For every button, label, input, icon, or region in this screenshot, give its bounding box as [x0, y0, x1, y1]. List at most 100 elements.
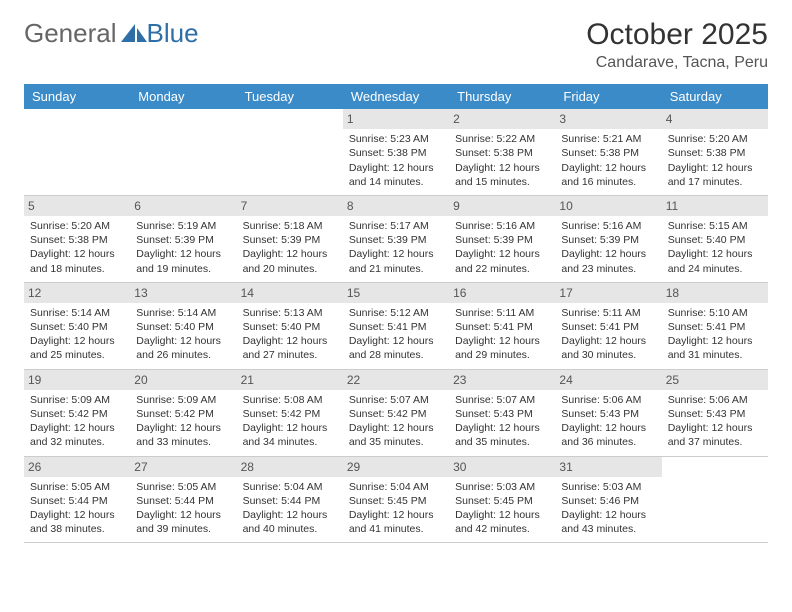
day-cell: 17Sunrise: 5:11 AMSunset: 5:41 PMDayligh… [555, 283, 661, 369]
daylight-text: Daylight: 12 hours and 38 minutes. [30, 508, 124, 536]
daylight-text: Daylight: 12 hours and 36 minutes. [561, 421, 655, 449]
day-cell: 18Sunrise: 5:10 AMSunset: 5:41 PMDayligh… [662, 283, 768, 369]
day-cell [130, 109, 236, 195]
sunrise-text: Sunrise: 5:07 AM [455, 393, 549, 407]
sunset-text: Sunset: 5:40 PM [136, 320, 230, 334]
sunset-text: Sunset: 5:39 PM [455, 233, 549, 247]
sunset-text: Sunset: 5:42 PM [243, 407, 337, 421]
sunset-text: Sunset: 5:38 PM [668, 146, 762, 160]
sunset-text: Sunset: 5:39 PM [349, 233, 443, 247]
sunset-text: Sunset: 5:41 PM [455, 320, 549, 334]
day-cell: 31Sunrise: 5:03 AMSunset: 5:46 PMDayligh… [555, 457, 661, 543]
day-cell: 3 Sunrise: 5:21 AMSunset: 5:38 PMDaylight… [555, 109, 661, 195]
daylight-text: Daylight: 12 hours and 42 minutes. [455, 508, 549, 536]
daylight-text: Daylight: 12 hours and 17 minutes. [668, 161, 762, 189]
weekday-header: Thursday [449, 84, 555, 109]
day-number: 11 [662, 196, 768, 216]
daylight-text: Daylight: 12 hours and 29 minutes. [455, 334, 549, 362]
sunset-text: Sunset: 5:39 PM [136, 233, 230, 247]
day-number: 24 [555, 370, 661, 390]
sunset-text: Sunset: 5:38 PM [30, 233, 124, 247]
sunrise-text: Sunrise: 5:10 AM [668, 306, 762, 320]
day-cell: 23Sunrise: 5:07 AMSunset: 5:43 PMDayligh… [449, 370, 555, 456]
day-cell: 27Sunrise: 5:05 AMSunset: 5:44 PMDayligh… [130, 457, 236, 543]
daylight-text: Daylight: 12 hours and 16 minutes. [561, 161, 655, 189]
sunset-text: Sunset: 5:39 PM [561, 233, 655, 247]
daylight-text: Daylight: 12 hours and 32 minutes. [30, 421, 124, 449]
sunset-text: Sunset: 5:42 PM [349, 407, 443, 421]
sunrise-text: Sunrise: 5:20 AM [30, 219, 124, 233]
sunset-text: Sunset: 5:40 PM [243, 320, 337, 334]
daylight-text: Daylight: 12 hours and 18 minutes. [30, 247, 124, 275]
daylight-text: Daylight: 12 hours and 21 minutes. [349, 247, 443, 275]
sunrise-text: Sunrise: 5:07 AM [349, 393, 443, 407]
day-number: 6 [130, 196, 236, 216]
sunset-text: Sunset: 5:41 PM [668, 320, 762, 334]
day-cell: 2Sunrise: 5:22 AMSunset: 5:38 PMDaylight… [449, 109, 555, 195]
daylight-text: Daylight: 12 hours and 43 minutes. [561, 508, 655, 536]
sunrise-text: Sunrise: 5:21 AM [561, 132, 655, 146]
sunrise-text: Sunrise: 5:18 AM [243, 219, 337, 233]
day-number: 9 [449, 196, 555, 216]
daylight-text: Daylight: 12 hours and 39 minutes. [136, 508, 230, 536]
sunrise-text: Sunrise: 5:06 AM [668, 393, 762, 407]
weekday-header: Friday [555, 84, 661, 109]
sunrise-text: Sunrise: 5:03 AM [455, 480, 549, 494]
sunrise-text: Sunrise: 5:14 AM [30, 306, 124, 320]
day-number: 14 [237, 283, 343, 303]
day-number: 23 [449, 370, 555, 390]
day-cell [24, 109, 130, 195]
day-number: 15 [343, 283, 449, 303]
sunrise-text: Sunrise: 5:11 AM [561, 306, 655, 320]
day-cell: 19Sunrise: 5:09 AMSunset: 5:42 PMDayligh… [24, 370, 130, 456]
day-cell: 15Sunrise: 5:12 AMSunset: 5:41 PMDayligh… [343, 283, 449, 369]
page-header: General Blue October 2025 Candarave, Tac… [24, 18, 768, 72]
title-block: October 2025 Candarave, Tacna, Peru [586, 18, 768, 72]
sunset-text: Sunset: 5:39 PM [243, 233, 337, 247]
daylight-text: Daylight: 12 hours and 20 minutes. [243, 247, 337, 275]
sunrise-text: Sunrise: 5:09 AM [30, 393, 124, 407]
logo-text-1: General [24, 18, 117, 49]
sunset-text: Sunset: 5:45 PM [455, 494, 549, 508]
daylight-text: Daylight: 12 hours and 28 minutes. [349, 334, 443, 362]
sunset-text: Sunset: 5:38 PM [561, 146, 655, 160]
day-cell: 7Sunrise: 5:18 AMSunset: 5:39 PMDaylight… [237, 196, 343, 282]
sunset-text: Sunset: 5:44 PM [243, 494, 337, 508]
daylight-text: Daylight: 12 hours and 25 minutes. [30, 334, 124, 362]
sunset-text: Sunset: 5:46 PM [561, 494, 655, 508]
sunset-text: Sunset: 5:44 PM [30, 494, 124, 508]
day-number: 19 [24, 370, 130, 390]
sunrise-text: Sunrise: 5:04 AM [349, 480, 443, 494]
day-number: 12 [24, 283, 130, 303]
day-cell: 30Sunrise: 5:03 AMSunset: 5:45 PMDayligh… [449, 457, 555, 543]
daylight-text: Daylight: 12 hours and 37 minutes. [668, 421, 762, 449]
daylight-text: Daylight: 12 hours and 23 minutes. [561, 247, 655, 275]
day-cell: 20Sunrise: 5:09 AMSunset: 5:42 PMDayligh… [130, 370, 236, 456]
weekday-header: Wednesday [343, 84, 449, 109]
day-number: 3 [555, 109, 661, 129]
day-number: 8 [343, 196, 449, 216]
calendar-page: General Blue October 2025 Candarave, Tac… [0, 0, 792, 561]
weekday-header: Monday [130, 84, 236, 109]
sunrise-text: Sunrise: 5:17 AM [349, 219, 443, 233]
sunrise-text: Sunrise: 5:11 AM [455, 306, 549, 320]
week-row: 19Sunrise: 5:09 AMSunset: 5:42 PMDayligh… [24, 370, 768, 457]
day-cell: 24Sunrise: 5:06 AMSunset: 5:43 PMDayligh… [555, 370, 661, 456]
weekday-header-row: Sunday Monday Tuesday Wednesday Thursday… [24, 84, 768, 109]
day-cell: 12Sunrise: 5:14 AMSunset: 5:40 PMDayligh… [24, 283, 130, 369]
week-row: 26Sunrise: 5:05 AMSunset: 5:44 PMDayligh… [24, 457, 768, 544]
sunrise-text: Sunrise: 5:14 AM [136, 306, 230, 320]
sunset-text: Sunset: 5:38 PM [349, 146, 443, 160]
sunset-text: Sunset: 5:44 PM [136, 494, 230, 508]
day-number: 18 [662, 283, 768, 303]
daylight-text: Daylight: 12 hours and 22 minutes. [455, 247, 549, 275]
sunrise-text: Sunrise: 5:22 AM [455, 132, 549, 146]
daylight-text: Daylight: 12 hours and 26 minutes. [136, 334, 230, 362]
week-row: 5Sunrise: 5:20 AMSunset: 5:38 PMDaylight… [24, 196, 768, 283]
sunset-text: Sunset: 5:43 PM [561, 407, 655, 421]
day-cell: 13Sunrise: 5:14 AMSunset: 5:40 PMDayligh… [130, 283, 236, 369]
daylight-text: Daylight: 12 hours and 35 minutes. [349, 421, 443, 449]
day-cell: 11Sunrise: 5:15 AMSunset: 5:40 PMDayligh… [662, 196, 768, 282]
day-number: 20 [130, 370, 236, 390]
sunrise-text: Sunrise: 5:09 AM [136, 393, 230, 407]
